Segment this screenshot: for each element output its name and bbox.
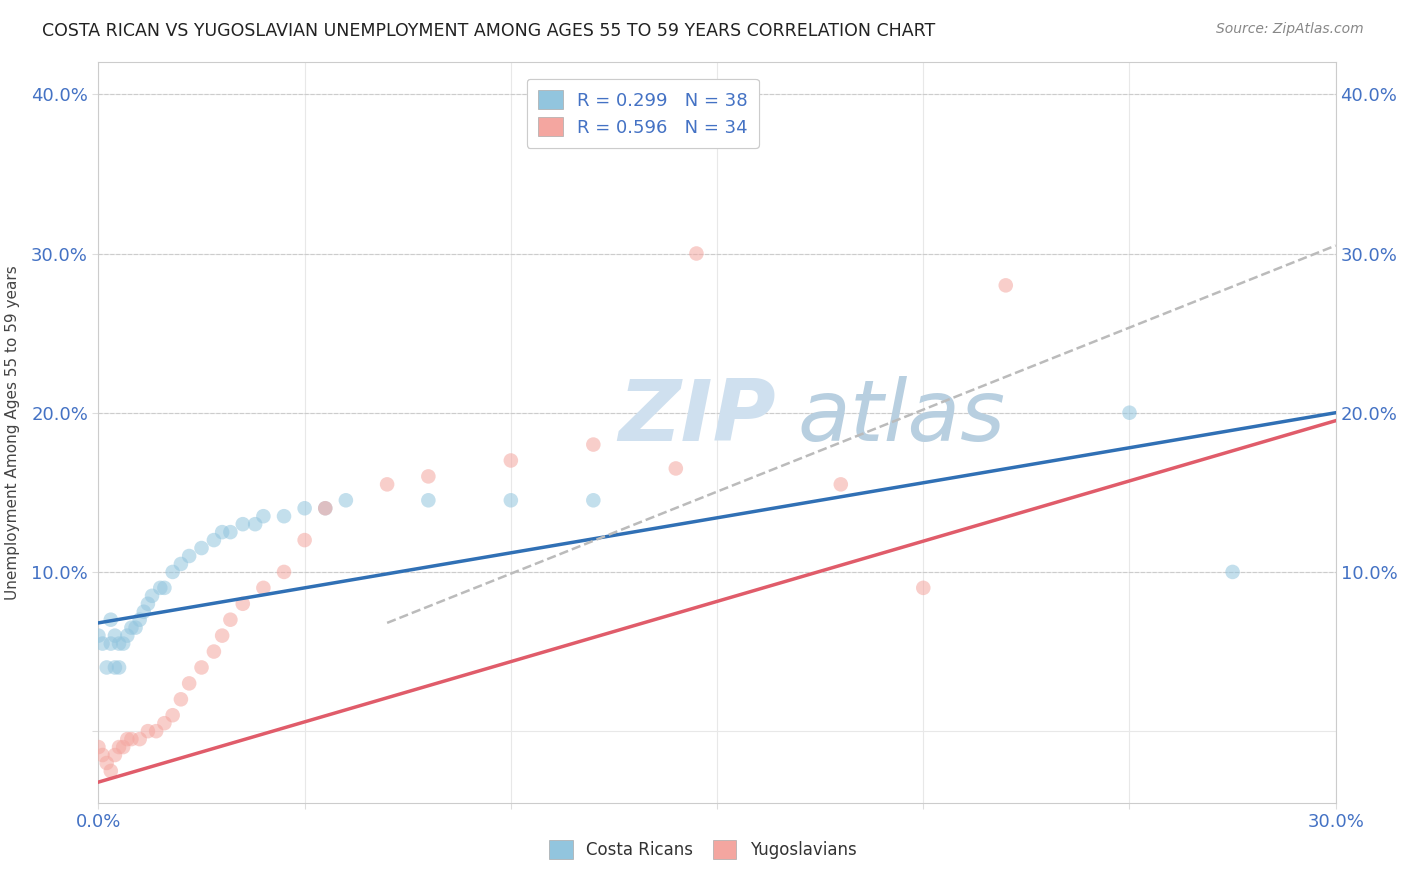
Point xyxy=(100,637,122,651)
Text: Source: ZipAtlas.com: Source: ZipAtlas.com xyxy=(1216,22,1364,37)
Point xyxy=(145,724,167,739)
Point xyxy=(104,660,127,674)
Point xyxy=(149,581,172,595)
Point xyxy=(232,517,254,532)
Point xyxy=(211,525,233,540)
Point xyxy=(179,549,201,563)
Point xyxy=(190,660,212,674)
Point xyxy=(202,533,225,547)
Point xyxy=(132,605,155,619)
Point xyxy=(96,660,118,674)
Point xyxy=(294,533,316,547)
Point xyxy=(1222,565,1244,579)
Point xyxy=(314,501,336,516)
Point xyxy=(219,525,242,540)
Point xyxy=(232,597,254,611)
Point xyxy=(124,621,146,635)
Text: atlas: atlas xyxy=(797,376,1005,459)
Point xyxy=(273,509,295,524)
Point xyxy=(994,278,1017,293)
Point xyxy=(87,629,110,643)
Point xyxy=(243,517,266,532)
Point xyxy=(117,732,139,747)
Point xyxy=(100,613,122,627)
Point xyxy=(179,676,201,690)
Point xyxy=(108,637,131,651)
Point xyxy=(162,565,184,579)
Point xyxy=(582,437,605,451)
Point xyxy=(87,740,110,755)
Point xyxy=(112,637,135,651)
Point xyxy=(202,644,225,658)
Point xyxy=(499,453,522,467)
Point xyxy=(252,581,274,595)
Point xyxy=(153,716,176,731)
Point xyxy=(912,581,935,595)
Point xyxy=(153,581,176,595)
Point xyxy=(685,246,707,260)
Point xyxy=(252,509,274,524)
Point xyxy=(335,493,357,508)
Point xyxy=(418,493,440,508)
Point xyxy=(91,747,114,762)
Point xyxy=(418,469,440,483)
Point xyxy=(219,613,242,627)
Point xyxy=(1118,406,1140,420)
Text: ZIP: ZIP xyxy=(619,376,776,459)
Legend: Costa Ricans, Yugoslavians: Costa Ricans, Yugoslavians xyxy=(543,834,863,866)
Point xyxy=(273,565,295,579)
Point xyxy=(100,764,122,778)
Point xyxy=(128,732,150,747)
Text: COSTA RICAN VS YUGOSLAVIAN UNEMPLOYMENT AMONG AGES 55 TO 59 YEARS CORRELATION CH: COSTA RICAN VS YUGOSLAVIAN UNEMPLOYMENT … xyxy=(42,22,935,40)
Point xyxy=(170,692,193,706)
Point xyxy=(104,747,127,762)
Point xyxy=(665,461,688,475)
Point xyxy=(314,501,336,516)
Point xyxy=(141,589,163,603)
Point xyxy=(499,493,522,508)
Y-axis label: Unemployment Among Ages 55 to 59 years: Unemployment Among Ages 55 to 59 years xyxy=(6,265,20,600)
Point xyxy=(96,756,118,770)
Point xyxy=(104,629,127,643)
Point xyxy=(582,493,605,508)
Point xyxy=(211,629,233,643)
Point xyxy=(170,557,193,571)
Point xyxy=(136,724,159,739)
Point xyxy=(120,621,142,635)
Point xyxy=(112,740,135,755)
Legend: R = 0.299   N = 38, R = 0.596   N = 34: R = 0.299 N = 38, R = 0.596 N = 34 xyxy=(527,78,759,147)
Point xyxy=(136,597,159,611)
Point xyxy=(375,477,398,491)
Point xyxy=(190,541,212,555)
Point xyxy=(294,501,316,516)
Point xyxy=(830,477,852,491)
Point xyxy=(108,740,131,755)
Point xyxy=(120,732,142,747)
Point xyxy=(162,708,184,723)
Point xyxy=(91,637,114,651)
Point xyxy=(128,613,150,627)
Point xyxy=(108,660,131,674)
Point xyxy=(117,629,139,643)
